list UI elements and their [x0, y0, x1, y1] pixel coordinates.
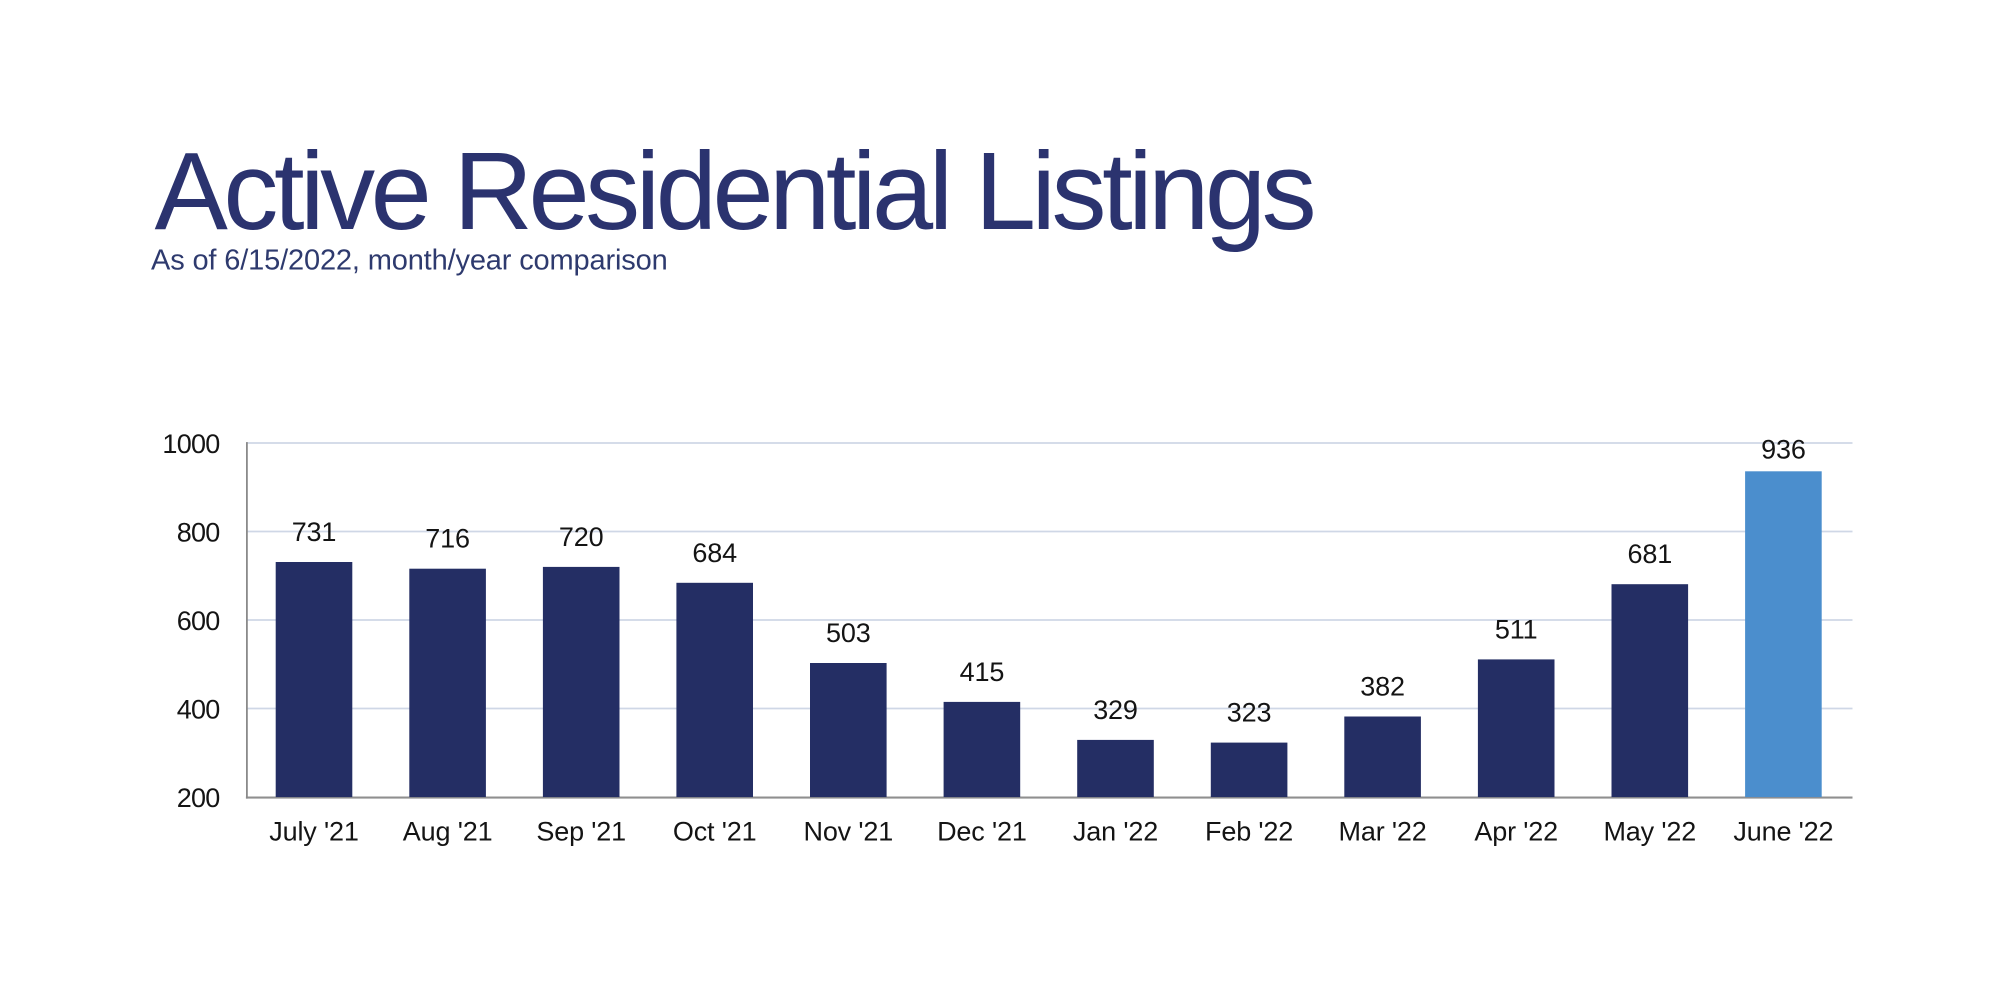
svg-text:415: 415 — [960, 657, 1005, 687]
svg-text:720: 720 — [559, 522, 604, 552]
svg-text:731: 731 — [292, 517, 337, 547]
svg-text:Apr '22: Apr '22 — [1474, 817, 1558, 847]
svg-text:July '21: July '21 — [269, 817, 359, 847]
svg-text:382: 382 — [1360, 672, 1405, 702]
svg-text:Oct '21: Oct '21 — [673, 817, 757, 847]
svg-text:681: 681 — [1627, 539, 1672, 569]
svg-text:800: 800 — [177, 517, 220, 547]
svg-text:323: 323 — [1227, 698, 1272, 728]
svg-text:Feb '22: Feb '22 — [1205, 817, 1293, 847]
svg-text:Jan '22: Jan '22 — [1073, 817, 1158, 847]
svg-text:1000: 1000 — [162, 429, 219, 459]
svg-text:503: 503 — [826, 618, 871, 648]
svg-text:400: 400 — [177, 694, 220, 724]
svg-text:600: 600 — [177, 606, 220, 636]
svg-text:Mar '22: Mar '22 — [1339, 817, 1427, 847]
svg-text:Dec '21: Dec '21 — [937, 817, 1027, 847]
svg-text:200: 200 — [177, 783, 220, 813]
svg-text:June '22: June '22 — [1733, 817, 1833, 847]
svg-text:511: 511 — [1495, 614, 1538, 644]
svg-text:329: 329 — [1093, 695, 1138, 725]
svg-text:Aug '21: Aug '21 — [403, 817, 493, 847]
svg-text:Active Residential Listings: Active Residential Listings — [155, 130, 1314, 253]
svg-text:Nov '21: Nov '21 — [803, 817, 893, 847]
svg-text:684: 684 — [692, 538, 737, 568]
svg-text:As of 6/15/2022, month/year co: As of 6/15/2022, month/year comparison — [151, 245, 668, 277]
svg-text:Sep '21: Sep '21 — [536, 817, 626, 847]
svg-text:716: 716 — [425, 524, 470, 554]
svg-text:May '22: May '22 — [1603, 817, 1696, 847]
svg-text:936: 936 — [1761, 435, 1806, 465]
